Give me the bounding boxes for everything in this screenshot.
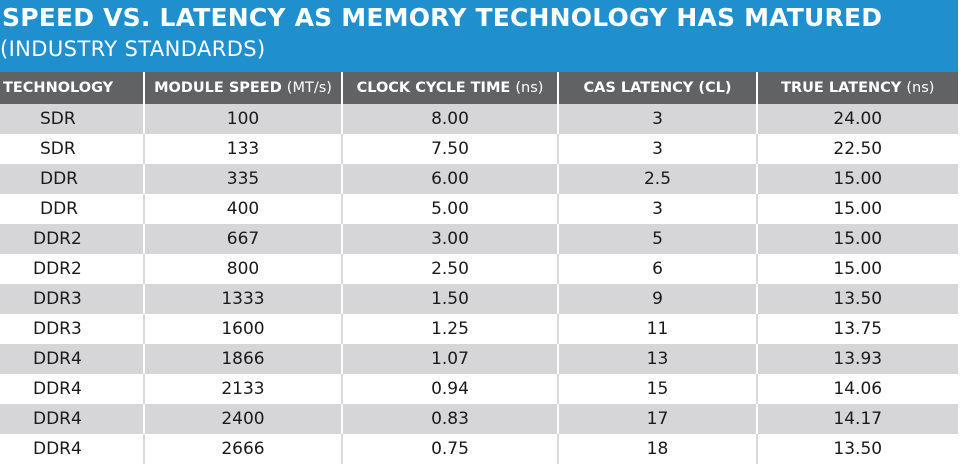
table-row: DDR 400 5.00 3 15.00 bbox=[0, 194, 959, 224]
cell-cas-latency: 2.5 bbox=[558, 164, 758, 194]
cell-true-latency: 13.50 bbox=[757, 284, 959, 314]
cell-clock-cycle-time: 3.00 bbox=[342, 224, 559, 254]
cell-module-speed: 2400 bbox=[144, 404, 343, 434]
cell-technology: DDR bbox=[0, 194, 145, 224]
table-row: DDR4 1866 1.07 13 13.93 bbox=[0, 344, 959, 374]
column-header-label: CAS LATENCY (CL) bbox=[583, 80, 732, 96]
page-margin bbox=[958, 0, 980, 470]
table-row: SDR 133 7.50 3 22.50 bbox=[0, 134, 959, 164]
cell-module-speed: 667 bbox=[144, 224, 343, 254]
cell-technology: DDR2 bbox=[0, 254, 145, 284]
table-row: DDR2 800 2.50 6 15.00 bbox=[0, 254, 959, 284]
cell-clock-cycle-time: 0.94 bbox=[342, 374, 559, 404]
table-row: DDR3 1600 1.25 11 13.75 bbox=[0, 314, 959, 344]
cell-true-latency: 13.50 bbox=[757, 434, 959, 464]
column-header-module-speed: MODULE SPEED (MT/s) bbox=[144, 72, 343, 104]
cell-clock-cycle-time: 0.75 bbox=[342, 434, 559, 464]
cell-cas-latency: 3 bbox=[558, 194, 758, 224]
cell-cas-latency: 13 bbox=[558, 344, 758, 374]
cell-true-latency: 13.75 bbox=[757, 314, 959, 344]
cell-true-latency: 15.00 bbox=[757, 194, 959, 224]
table-body: SDR 100 8.00 3 24.00 SDR 133 7.50 3 22.50 DDR 335 6.… bbox=[0, 104, 959, 464]
cell-module-speed: 2133 bbox=[144, 374, 343, 404]
table-row: DDR3 1333 1.50 9 13.50 bbox=[0, 284, 959, 314]
cell-module-speed: 800 bbox=[144, 254, 343, 284]
column-header-true-latency: TRUE LATENCY (ns) bbox=[757, 72, 959, 104]
column-header-unit: (ns) bbox=[906, 80, 935, 96]
cell-module-speed: 100 bbox=[144, 104, 343, 134]
chart-title: SPEED VS. LATENCY AS MEMORY TECHNOLOGY H… bbox=[2, 3, 883, 32]
cell-technology: DDR3 bbox=[0, 284, 145, 314]
chart-subtitle: (INDUSTRY STANDARDS) bbox=[0, 37, 266, 61]
cell-technology: SDR bbox=[0, 104, 145, 134]
cell-clock-cycle-time: 5.00 bbox=[342, 194, 559, 224]
cell-module-speed: 1333 bbox=[144, 284, 343, 314]
column-header-label: TECHNOLOGY bbox=[3, 80, 114, 96]
cell-cas-latency: 15 bbox=[558, 374, 758, 404]
cell-module-speed: 335 bbox=[144, 164, 343, 194]
cell-cas-latency: 9 bbox=[558, 284, 758, 314]
cell-clock-cycle-time: 0.83 bbox=[342, 404, 559, 434]
cell-true-latency: 13.93 bbox=[757, 344, 959, 374]
cell-cas-latency: 3 bbox=[558, 104, 758, 134]
cell-clock-cycle-time: 1.07 bbox=[342, 344, 559, 374]
table-row: DDR4 2666 0.75 18 13.50 bbox=[0, 434, 959, 464]
cell-true-latency: 22.50 bbox=[757, 134, 959, 164]
cell-clock-cycle-time: 8.00 bbox=[342, 104, 559, 134]
cell-technology: DDR4 bbox=[0, 344, 145, 374]
title-banner: SPEED VS. LATENCY AS MEMORY TECHNOLOGY H… bbox=[0, 0, 958, 72]
cell-technology: DDR bbox=[0, 164, 145, 194]
cell-clock-cycle-time: 1.25 bbox=[342, 314, 559, 344]
column-header-unit: (MT/s) bbox=[286, 80, 332, 96]
cell-true-latency: 14.06 bbox=[757, 374, 959, 404]
cell-true-latency: 14.17 bbox=[757, 404, 959, 434]
cell-clock-cycle-time: 1.50 bbox=[342, 284, 559, 314]
table-row: DDR2 667 3.00 5 15.00 bbox=[0, 224, 959, 254]
column-header-label: TRUE LATENCY bbox=[781, 80, 907, 96]
memory-latency-table: TECHNOLOGY MODULE SPEED (MT/s) CLOCK CYCLE… bbox=[0, 72, 959, 464]
table-row: DDR4 2133 0.94 15 14.06 bbox=[0, 374, 959, 404]
cell-cas-latency: 17 bbox=[558, 404, 758, 434]
cell-cas-latency: 11 bbox=[558, 314, 758, 344]
cell-module-speed: 2666 bbox=[144, 434, 343, 464]
column-header-unit: (ns) bbox=[515, 80, 544, 96]
cell-module-speed: 133 bbox=[144, 134, 343, 164]
column-header-technology: TECHNOLOGY bbox=[0, 72, 145, 104]
cell-technology: DDR4 bbox=[0, 434, 145, 464]
cell-technology: DDR4 bbox=[0, 374, 145, 404]
cell-technology: SDR bbox=[0, 134, 145, 164]
column-header-clock-cycle-time: CLOCK CYCLE TIME (ns) bbox=[342, 72, 559, 104]
cell-technology: DDR3 bbox=[0, 314, 145, 344]
cell-module-speed: 400 bbox=[144, 194, 343, 224]
table-row: DDR 335 6.00 2.5 15.00 bbox=[0, 164, 959, 194]
cell-technology: DDR4 bbox=[0, 404, 145, 434]
table-header-row: TECHNOLOGY MODULE SPEED (MT/s) CLOCK CYCLE… bbox=[0, 72, 959, 104]
cell-true-latency: 15.00 bbox=[757, 164, 959, 194]
cell-cas-latency: 6 bbox=[558, 254, 758, 284]
cell-cas-latency: 18 bbox=[558, 434, 758, 464]
table-row: SDR 100 8.00 3 24.00 bbox=[0, 104, 959, 134]
cell-clock-cycle-time: 6.00 bbox=[342, 164, 559, 194]
cell-true-latency: 24.00 bbox=[757, 104, 959, 134]
cell-technology: DDR2 bbox=[0, 224, 145, 254]
cell-clock-cycle-time: 2.50 bbox=[342, 254, 559, 284]
cell-clock-cycle-time: 7.50 bbox=[342, 134, 559, 164]
cell-cas-latency: 3 bbox=[558, 134, 758, 164]
column-header-label: MODULE SPEED bbox=[154, 80, 287, 96]
column-header-cas-latency: CAS LATENCY (CL) bbox=[558, 72, 758, 104]
table-row: DDR4 2400 0.83 17 14.17 bbox=[0, 404, 959, 434]
cell-cas-latency: 5 bbox=[558, 224, 758, 254]
cell-module-speed: 1600 bbox=[144, 314, 343, 344]
cell-module-speed: 1866 bbox=[144, 344, 343, 374]
column-header-label: CLOCK CYCLE TIME bbox=[356, 80, 516, 96]
cell-true-latency: 15.00 bbox=[757, 254, 959, 284]
cell-true-latency: 15.00 bbox=[757, 224, 959, 254]
